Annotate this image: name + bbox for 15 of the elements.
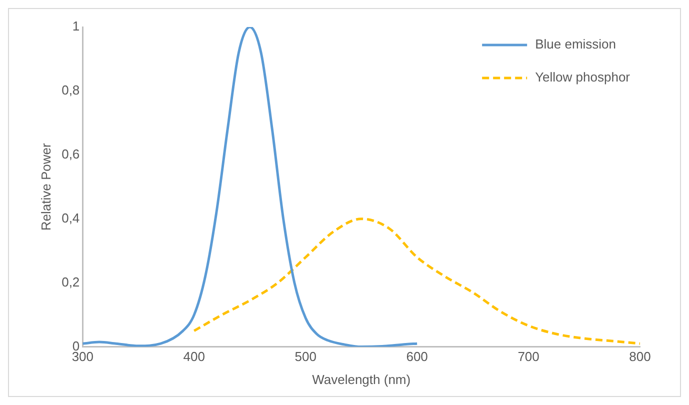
x-tick-label: 400 xyxy=(183,349,205,364)
line-series xyxy=(192,218,640,345)
x-tick-label: 600 xyxy=(406,349,428,364)
y-tick-label: 0,2 xyxy=(62,274,80,290)
x-tick-label: 500 xyxy=(294,349,316,364)
y-axis-title: Relative Power xyxy=(38,142,54,231)
x-tick-label: 700 xyxy=(518,349,540,364)
y-tick-label: 0,4 xyxy=(62,210,80,226)
x-axis-title: Wavelength (nm) xyxy=(312,372,411,387)
y-tick-label: 1 xyxy=(72,18,80,34)
legend-label: Yellow phosphor xyxy=(535,70,631,85)
legend-label: Blue emission xyxy=(535,36,616,52)
x-tick-label: 800 xyxy=(629,349,651,364)
y-tick-label: 0,6 xyxy=(62,146,80,162)
y-tick-label: 0,8 xyxy=(62,82,80,98)
